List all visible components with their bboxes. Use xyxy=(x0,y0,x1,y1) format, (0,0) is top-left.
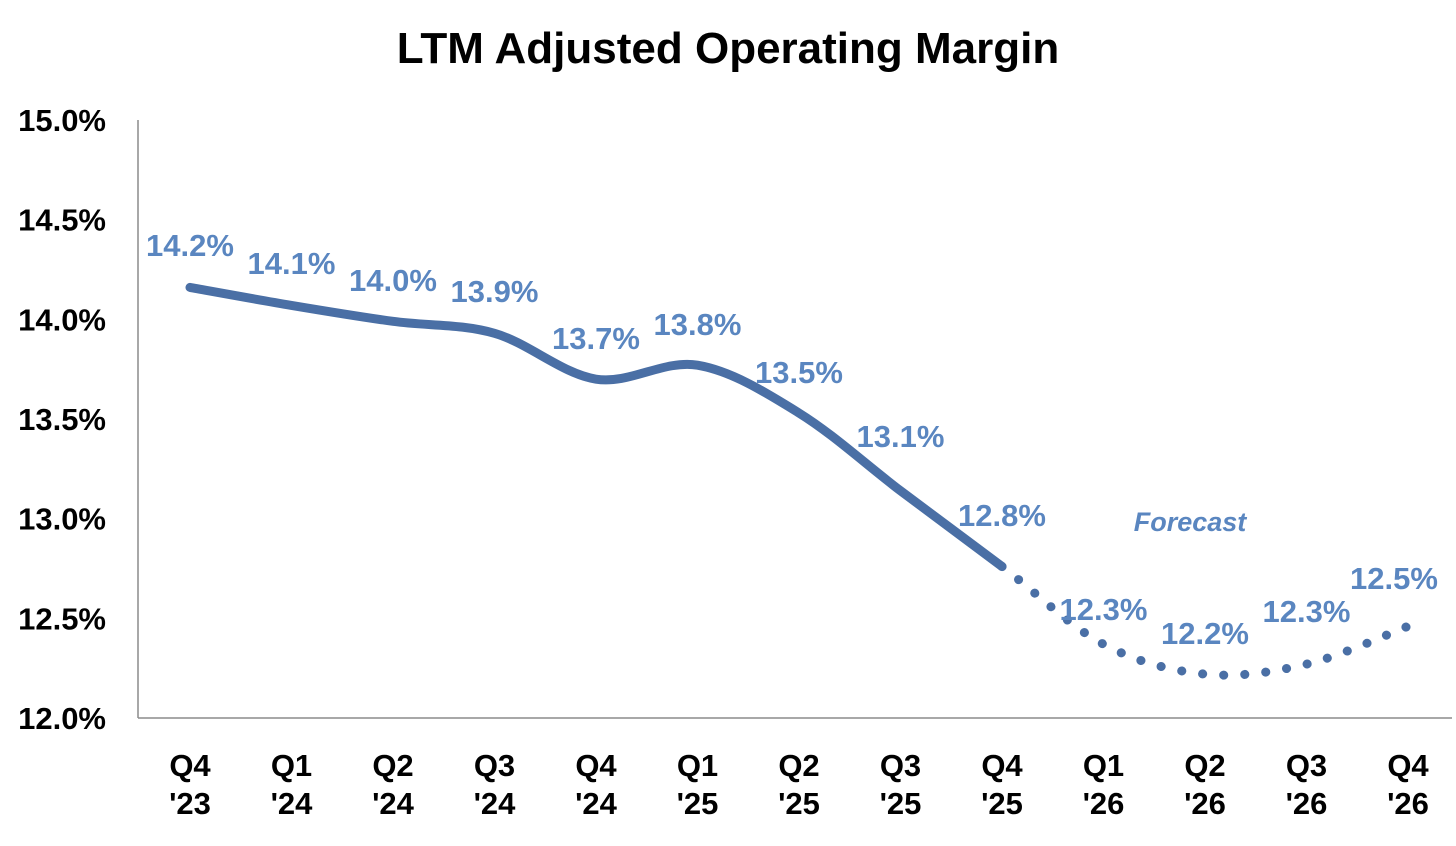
x-tick-label: Q3'24 xyxy=(474,748,517,821)
x-tick-label: Q2'24 xyxy=(372,748,415,821)
axes: 12.0% 12.5% 13.0% 13.5% 14.0% 14.5% 15.0% Q4'23… xyxy=(18,103,1452,821)
forecast-annotation: Forecast xyxy=(1134,507,1248,537)
data-label: 14.0% xyxy=(349,263,437,298)
y-tick-label: 12.5% xyxy=(18,601,106,636)
x-tick-label: Q3'25 xyxy=(880,748,922,821)
data-label: 14.2% xyxy=(146,228,234,263)
x-tick-label: Q4'23 xyxy=(169,748,211,821)
data-label: 13.9% xyxy=(451,274,539,309)
forecast-line xyxy=(997,562,1413,680)
series-margin xyxy=(185,282,1413,680)
data-labels: 14.2% 14.1% 14.0% 13.9% 13.7% 13.8% 13.5% 13.1%… xyxy=(146,228,1438,651)
x-tick-label: Q2'26 xyxy=(1184,748,1226,821)
data-label: 12.8% xyxy=(958,498,1046,533)
data-label: 13.8% xyxy=(654,307,742,342)
x-tick-label: Q2'25 xyxy=(778,748,820,821)
data-label: 14.1% xyxy=(248,246,336,281)
y-tick-label: 13.0% xyxy=(18,502,106,537)
y-tick-label: 15.0% xyxy=(18,103,106,138)
data-label: 12.3% xyxy=(1060,592,1148,627)
data-label: 13.7% xyxy=(552,321,640,356)
x-tick-label: Q1'25 xyxy=(677,748,719,821)
y-tick-label: 14.5% xyxy=(18,203,106,238)
x-tick-label: Q4'26 xyxy=(1387,748,1429,821)
chart-title: LTM Adjusted Operating Margin xyxy=(396,24,1060,73)
y-tick-label: 13.5% xyxy=(18,402,106,437)
data-label: 12.3% xyxy=(1263,594,1351,629)
data-label: 12.2% xyxy=(1161,616,1249,651)
y-tick-label: 12.0% xyxy=(18,701,106,736)
x-tick-label: Q4'24 xyxy=(575,748,618,821)
x-tick-label: Q4'25 xyxy=(981,748,1023,821)
y-tick-label: 14.0% xyxy=(18,302,106,337)
x-tick-label: Q1'24 xyxy=(271,748,314,821)
data-label: 13.5% xyxy=(755,355,843,390)
x-tick-label: Q1'26 xyxy=(1083,748,1125,821)
data-label: 13.1% xyxy=(857,419,945,454)
data-label: 12.5% xyxy=(1350,561,1438,596)
actual-line xyxy=(185,282,1007,572)
x-tick-label: Q3'26 xyxy=(1286,748,1328,821)
